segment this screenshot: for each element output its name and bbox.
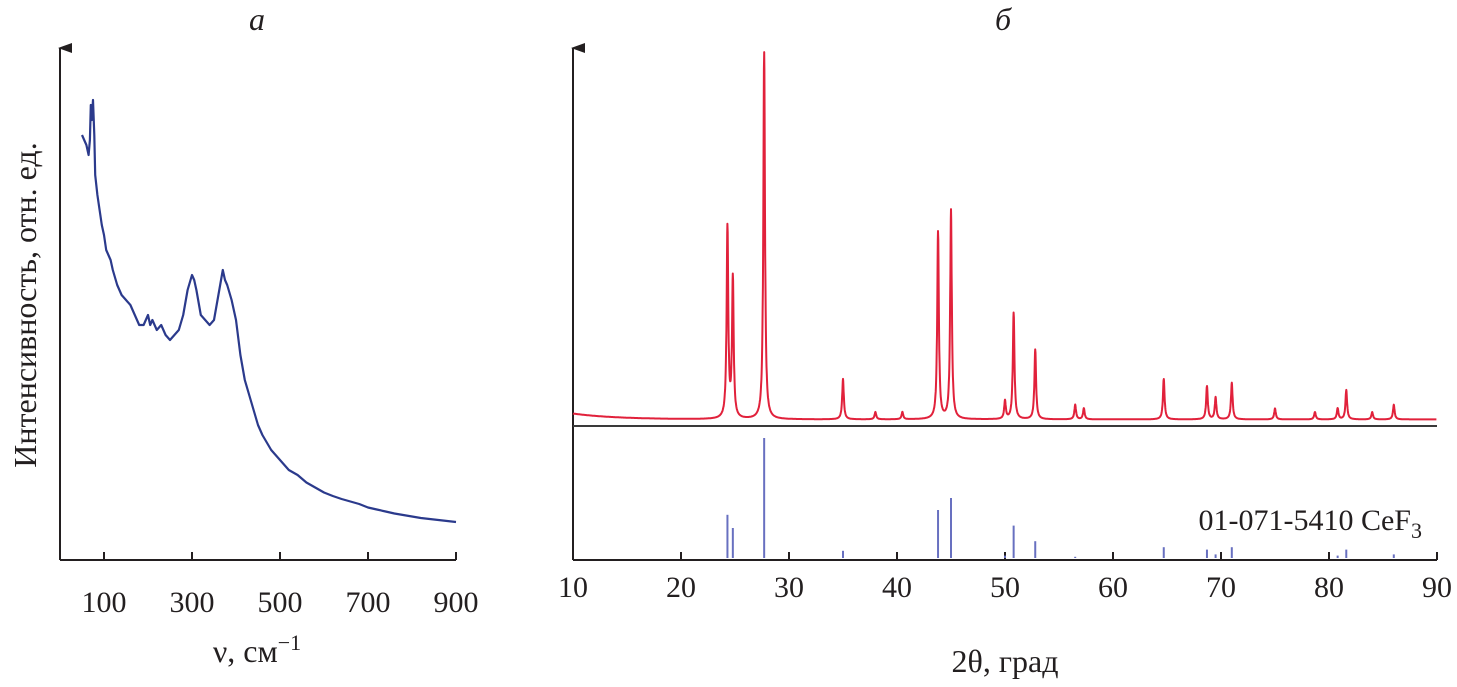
panel-b-x-label: 2θ, град [952, 643, 1059, 679]
panel-a-spectrum-line [80, 98, 457, 524]
panel-a-y-label: Интенсивность, отн. ед. [7, 142, 43, 467]
panel-b-x-tick-label: 90 [1422, 571, 1452, 604]
panel-a-x-ticks: 100 300 500 700 900 [82, 552, 479, 619]
panel-b-x-ticks: 10 20 30 40 50 60 70 80 90 [558, 552, 1452, 604]
panel-b-x-tick-label: 70 [1206, 571, 1236, 604]
panel-b-reference-sticks [726, 438, 1395, 558]
panel-b-x-tick-label: 20 [666, 571, 696, 604]
panel-b-x-tick-label: 30 [774, 571, 804, 604]
panel-b-x-tick-label: 50 [990, 571, 1020, 604]
panel-a-x-label-main: ν, см [213, 633, 278, 669]
panel-a-x-label-sup: −1 [278, 630, 301, 655]
panel-b-reference-label: 01-071-5410 CeF3 [1199, 504, 1423, 543]
panel-a: а 100 300 500 700 900 ν, см−1 Интенсивность,… [7, 1, 479, 669]
panel-b-x-tick-label: 60 [1098, 571, 1128, 604]
panel-b-title: б [995, 1, 1012, 37]
panel-a-x-tick-label: 500 [258, 586, 303, 619]
panel-b-x-tick-label: 10 [558, 571, 588, 604]
panel-b-diffraction-pattern [572, 51, 1438, 421]
panel-b-reference-label-main: 01-071-5410 CeF [1199, 504, 1412, 537]
panel-a-x-tick-label: 900 [434, 586, 479, 619]
panel-a-x-tick-label: 700 [346, 586, 391, 619]
panel-a-title: а [249, 1, 265, 37]
panel-b: б 10 20 30 40 50 60 70 80 90 01-071-5410 CeF3 2θ… [558, 1, 1452, 679]
panel-a-x-tick-label: 300 [170, 586, 215, 619]
panel-b-x-tick-label: 80 [1314, 571, 1344, 604]
panel-a-x-label: ν, см−1 [213, 630, 301, 669]
panel-a-x-tick-label: 100 [82, 586, 127, 619]
panel-b-x-tick-label: 40 [882, 571, 912, 604]
panel-b-reference-label-sub: 3 [1411, 518, 1422, 543]
